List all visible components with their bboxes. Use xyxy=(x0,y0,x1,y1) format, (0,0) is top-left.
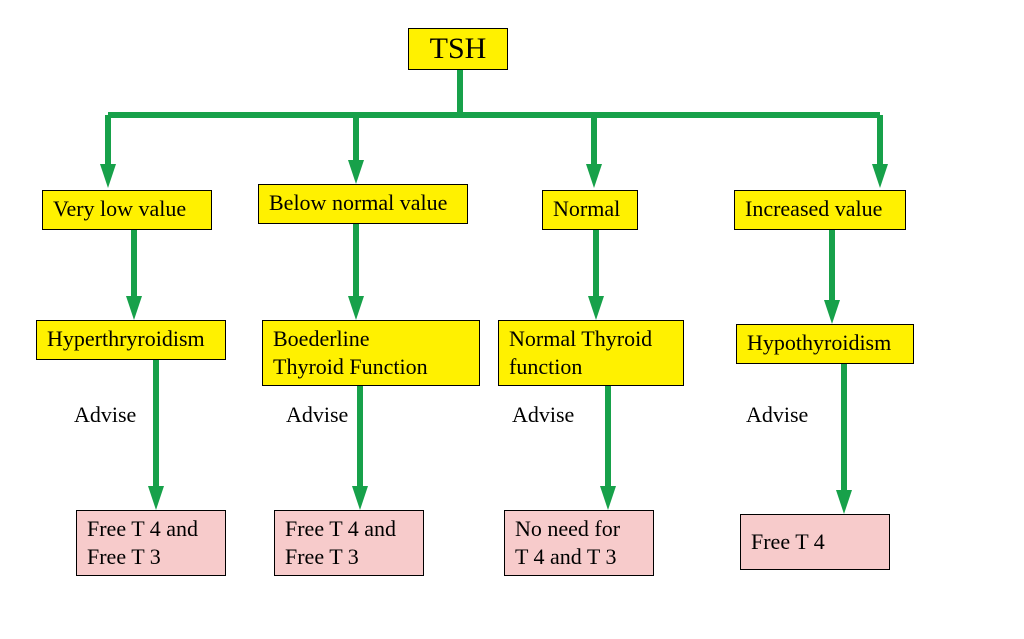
advise-label-2: Advise xyxy=(512,402,574,428)
node-border: Boederline Thyroid Function xyxy=(262,320,480,386)
node-vlow: Very low value xyxy=(42,190,212,230)
node-ft4: Free T 4 xyxy=(740,514,890,570)
advise-label-0: Advise xyxy=(74,402,136,428)
node-hypo: Hypothyroidism xyxy=(736,324,914,364)
node-normfn: Normal Thyroid function xyxy=(498,320,684,386)
node-tsh: TSH xyxy=(408,28,508,70)
node-normal: Normal xyxy=(542,190,638,230)
advise-label-3: Advise xyxy=(746,402,808,428)
node-ft43_a: Free T 4 and Free T 3 xyxy=(76,510,226,576)
node-below: Below normal value xyxy=(258,184,468,224)
node-noneed: No need for T 4 and T 3 xyxy=(504,510,654,576)
advise-label-1: Advise xyxy=(286,402,348,428)
node-hyper: Hyperthryroidism xyxy=(36,320,226,360)
node-increased: Increased value xyxy=(734,190,906,230)
node-ft43_b: Free T 4 and Free T 3 xyxy=(274,510,424,576)
